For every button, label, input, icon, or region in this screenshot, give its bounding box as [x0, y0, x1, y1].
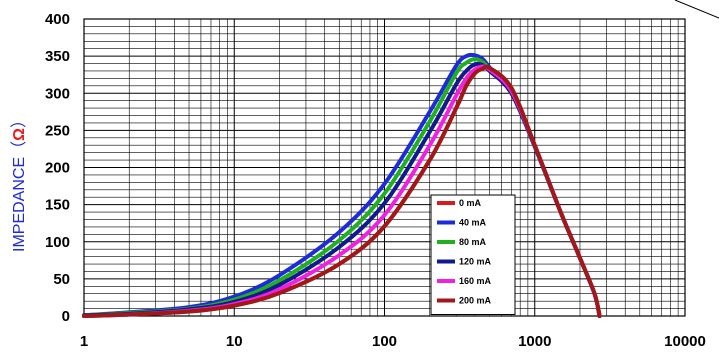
y-tick-labels: 0 50 100 150 200 250 300 350 400 — [45, 11, 70, 325]
y-axis-label: IMPEDANCE（Ω） — [10, 112, 28, 252]
series-line — [82, 64, 602, 318]
y-tick-label: 300 — [45, 85, 70, 102]
x-tick-label: 100 — [372, 333, 397, 350]
y-axis-label-main: IMPEDANCE（ — [10, 141, 28, 252]
legend-box — [430, 194, 516, 315]
plot-frame — [83, 18, 686, 317]
x-tick-label: 1 — [80, 333, 88, 350]
corner-stroke — [674, 0, 719, 19]
y-axis-unit: Ω — [11, 128, 28, 141]
legend-entry-label: 40 mA — [459, 218, 487, 228]
y-tick-label: 200 — [45, 160, 70, 177]
y-axis-label-close: ） — [10, 112, 28, 128]
y-tick-label: 150 — [45, 197, 70, 214]
y-tick-label: 100 — [45, 234, 70, 251]
legend-entry-label: 120 mA — [459, 257, 492, 267]
y-tick-label: 250 — [45, 122, 70, 139]
y-tick-label: 0 — [62, 308, 70, 325]
y-tick-label: 50 — [53, 271, 70, 288]
x-tick-label: 10 — [226, 333, 243, 350]
grid — [83, 18, 685, 317]
y-tick-label: 350 — [45, 48, 70, 65]
series-line — [82, 52, 602, 318]
series-line — [82, 57, 602, 318]
x-tick-label: 10000 — [664, 333, 706, 350]
x-tick-labels: 1 10 100 1000 10000 — [80, 333, 706, 350]
legend: 0 mA 40 mA 80 mA 120 mA 160 mA 200 mA — [430, 194, 516, 315]
legend-entry-label: 80 mA — [459, 237, 487, 247]
y-tick-label: 400 — [45, 11, 70, 28]
legend-entry-label: 160 mA — [459, 276, 492, 286]
x-tick-label: 1000 — [518, 333, 551, 350]
legend-entry-label: 0 mA — [459, 198, 482, 208]
legend-entry-label: 200 mA — [459, 296, 492, 306]
series-lines — [82, 52, 602, 318]
